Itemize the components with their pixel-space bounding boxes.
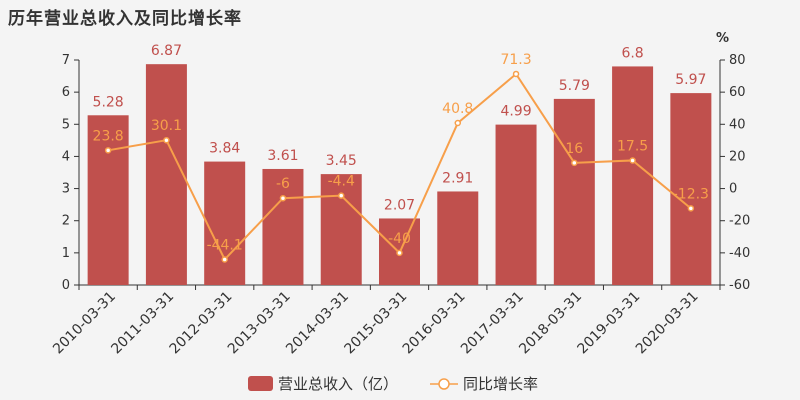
bar xyxy=(204,161,246,285)
line-value-label: 40.8 xyxy=(442,101,473,117)
line-point xyxy=(571,159,578,167)
y-right-tick-label: -20 xyxy=(729,214,750,229)
y-right-tick-label: -40 xyxy=(729,246,750,261)
y-left-tick-label: 2 xyxy=(62,214,70,229)
line-value-label: 17.5 xyxy=(617,138,648,154)
bar xyxy=(437,191,479,285)
line-point xyxy=(396,249,403,257)
y-left-tick-label: 6 xyxy=(62,85,70,100)
bar xyxy=(87,115,129,286)
line-point xyxy=(629,157,636,164)
bar-value-label: 4.99 xyxy=(500,104,531,120)
bar-value-label: 2.07 xyxy=(384,197,415,213)
y-right-tick-label: 60 xyxy=(729,85,746,100)
line-point xyxy=(279,194,287,202)
line-series xyxy=(104,70,695,263)
y-left-tick-label: 1 xyxy=(62,246,70,261)
line-value-label: -4.4 xyxy=(328,174,355,190)
line-value-label: 23.8 xyxy=(93,128,124,144)
line-point xyxy=(512,70,520,78)
bar-value-label: 5.97 xyxy=(675,72,706,88)
chart-title: 历年营业总收入及同比增长率 xyxy=(8,9,242,29)
y-right-tick-label: -60 xyxy=(729,278,750,293)
bar-series xyxy=(87,64,712,286)
bar xyxy=(670,93,712,285)
legend-bar-label: 营业总收入（亿） xyxy=(278,375,398,393)
legend-bar-swatch xyxy=(248,376,273,391)
bar-value-label: 5.28 xyxy=(93,94,124,110)
bar xyxy=(145,64,187,285)
data-labels: 5.28 6.87 3.84 3.61 3.45 2.07 2.91 4.99 5.79 6.8 5… xyxy=(93,43,709,253)
line-value-label: -6 xyxy=(276,176,290,192)
line-value-label: -40 xyxy=(388,231,411,247)
line-value-label: -12.3 xyxy=(673,186,709,202)
line-point xyxy=(454,119,462,127)
line-point xyxy=(104,147,112,154)
line-point xyxy=(163,136,170,144)
bar xyxy=(495,124,537,285)
bar-value-label: 3.84 xyxy=(209,141,240,157)
y-right-tick-label: 0 xyxy=(729,182,737,197)
line-point xyxy=(221,256,228,263)
bar-value-label: 6.8 xyxy=(621,45,643,61)
y-right-unit: % xyxy=(716,31,729,46)
y-left-tick-label: 7 xyxy=(62,53,70,68)
line-point xyxy=(687,205,695,212)
y-left-tick-label: 3 xyxy=(62,182,70,197)
bar-value-label: 3.61 xyxy=(267,148,298,164)
y-left-tick-label: 0 xyxy=(62,278,70,293)
legend-line-label: 同比增长率 xyxy=(463,375,538,393)
line-point xyxy=(337,192,345,199)
y-right-tick-label: 80 xyxy=(729,53,746,68)
bar-value-label: 3.45 xyxy=(326,153,357,169)
bar xyxy=(612,66,654,285)
bar xyxy=(262,168,304,285)
legend-line-marker xyxy=(438,378,450,390)
line-value-label: 71.3 xyxy=(500,52,531,68)
y-left-tick-label: 5 xyxy=(62,117,70,132)
bar-value-label: 5.79 xyxy=(559,78,590,94)
bar xyxy=(320,174,362,285)
bar xyxy=(553,98,595,286)
y-right-tick-label: 40 xyxy=(729,117,746,132)
y-left-tick-label: 4 xyxy=(62,149,70,164)
x-tick-label: 2020-03-31 xyxy=(633,289,702,358)
bar-value-label: 6.87 xyxy=(151,43,182,59)
line-value-label: 16 xyxy=(565,141,583,157)
line-value-label: 30.1 xyxy=(151,118,182,134)
line-value-label: -44.1 xyxy=(207,237,243,253)
y-right-tick-label: 20 xyxy=(729,149,746,164)
bar-value-label: 2.91 xyxy=(442,170,473,186)
legend: 营业总收入（亿） 同比增长率 xyxy=(248,375,538,393)
